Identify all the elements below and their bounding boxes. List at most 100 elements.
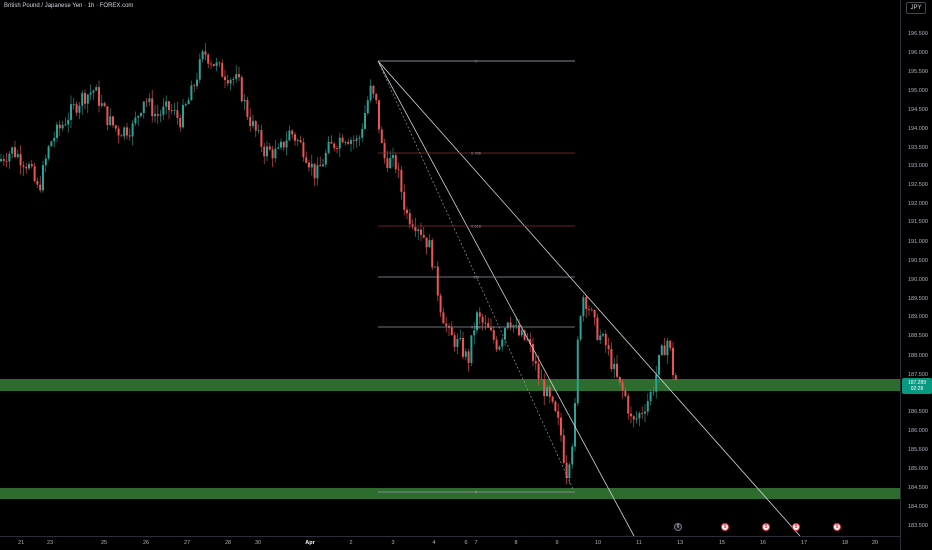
candle-body [630, 413, 632, 417]
candle-body [50, 141, 53, 147]
price-tick-label: 194.500 [908, 107, 928, 113]
candle-body [660, 345, 663, 355]
time-tick-label: 26 [142, 540, 150, 546]
candle-body [352, 140, 355, 141]
candle-body [313, 163, 316, 179]
candle-body [417, 229, 420, 232]
candle-body [436, 266, 439, 296]
candle-body [190, 85, 193, 101]
candle-body [462, 337, 464, 357]
candle-body [64, 124, 67, 126]
candle-body [184, 104, 187, 106]
symbol-title[interactable]: British Pound / Japanese Yen · 1h · FORE… [4, 3, 134, 9]
candle-body [655, 374, 658, 392]
currency-button[interactable]: JPY [906, 2, 926, 14]
candle-body [658, 354, 660, 375]
time-tick-label: 16 [759, 540, 767, 546]
price-tick-label: 194.000 [908, 126, 928, 132]
candle-body [501, 339, 504, 347]
earnings-icon[interactable]: $ [833, 523, 841, 531]
candle-body [537, 363, 540, 379]
candle-body [674, 375, 677, 381]
candle-body [672, 347, 674, 376]
dividend-icon[interactable]: ¢ [674, 523, 682, 531]
candle-body [366, 100, 369, 114]
candle-body [579, 316, 582, 340]
price-scale[interactable] [900, 0, 932, 550]
candle-body [44, 158, 47, 166]
candle-body [422, 234, 425, 238]
candle-body [467, 351, 470, 363]
candle-body [588, 309, 590, 310]
candle-body [414, 226, 417, 232]
candle-body [145, 101, 148, 103]
candle-body [478, 312, 481, 317]
candle-body [392, 155, 394, 159]
candle-body [383, 143, 386, 159]
candle-body [316, 165, 319, 179]
candle-body [84, 93, 86, 104]
candle-body [338, 137, 341, 149]
candle-body [86, 94, 89, 104]
candle-body [196, 79, 198, 87]
candle-body [627, 396, 630, 414]
price-tick-label: 192.500 [908, 182, 928, 188]
candle-body [596, 317, 599, 340]
candle-body [114, 125, 117, 129]
candle-body [201, 51, 204, 60]
candle-body [470, 335, 473, 363]
candle-body [156, 114, 159, 116]
candle-body [252, 121, 254, 126]
time-axis[interactable] [0, 536, 900, 550]
candle-body [406, 209, 408, 214]
price-tick-label: 193.500 [908, 145, 928, 151]
candle-body [350, 140, 352, 144]
price-tick-label: 186.000 [908, 428, 928, 434]
candle-body [100, 103, 103, 106]
candle-body [221, 62, 224, 77]
earnings-icon[interactable]: $ [762, 523, 770, 531]
price-tick-label: 195.500 [908, 69, 928, 75]
candle-body [324, 152, 327, 165]
candle-body [408, 213, 411, 225]
time-tick-label: 9 [555, 540, 559, 546]
candle-body [198, 59, 201, 80]
candle-body [562, 435, 565, 463]
price-tick-label: 191.500 [908, 219, 928, 225]
candle-body [260, 130, 263, 147]
candle-body [459, 337, 462, 339]
candle-body [333, 143, 336, 149]
fib-level-label: 0.5 [473, 275, 479, 280]
price-tick-label: 188.500 [908, 333, 928, 339]
candle-body [170, 110, 173, 111]
candle-body [134, 117, 137, 124]
earnings-icon[interactable]: $ [792, 523, 800, 531]
price-tick-label: 195.000 [908, 88, 928, 94]
candle-body [207, 54, 210, 64]
candle-body [215, 62, 218, 67]
candle-body [117, 128, 120, 136]
candle-body [394, 155, 397, 170]
candle-body [641, 413, 644, 414]
candle-body [288, 130, 291, 141]
candle-body [282, 141, 285, 148]
price-tick-label: 188.000 [908, 353, 928, 359]
candle-body [232, 79, 235, 80]
candle-body [439, 295, 442, 313]
candle-body [137, 115, 140, 118]
price-tick-label: 190.000 [908, 277, 928, 283]
price-tick-label: 189.500 [908, 296, 928, 302]
candle-body [8, 153, 11, 162]
candle-body [280, 141, 282, 148]
candle-body [142, 101, 145, 113]
candle-body [47, 146, 50, 159]
candle-body [355, 138, 358, 141]
earnings-icon[interactable]: $ [721, 523, 729, 531]
time-tick-label: 15 [718, 540, 726, 546]
time-tick-label: 4 [432, 540, 436, 546]
candle-body [492, 330, 495, 340]
candle-body [243, 99, 246, 102]
chart-canvas[interactable]: 1 0.786 0.618 0.5 0.382 0 [0, 0, 900, 536]
candle-body [238, 74, 240, 78]
candle-body [540, 378, 543, 380]
